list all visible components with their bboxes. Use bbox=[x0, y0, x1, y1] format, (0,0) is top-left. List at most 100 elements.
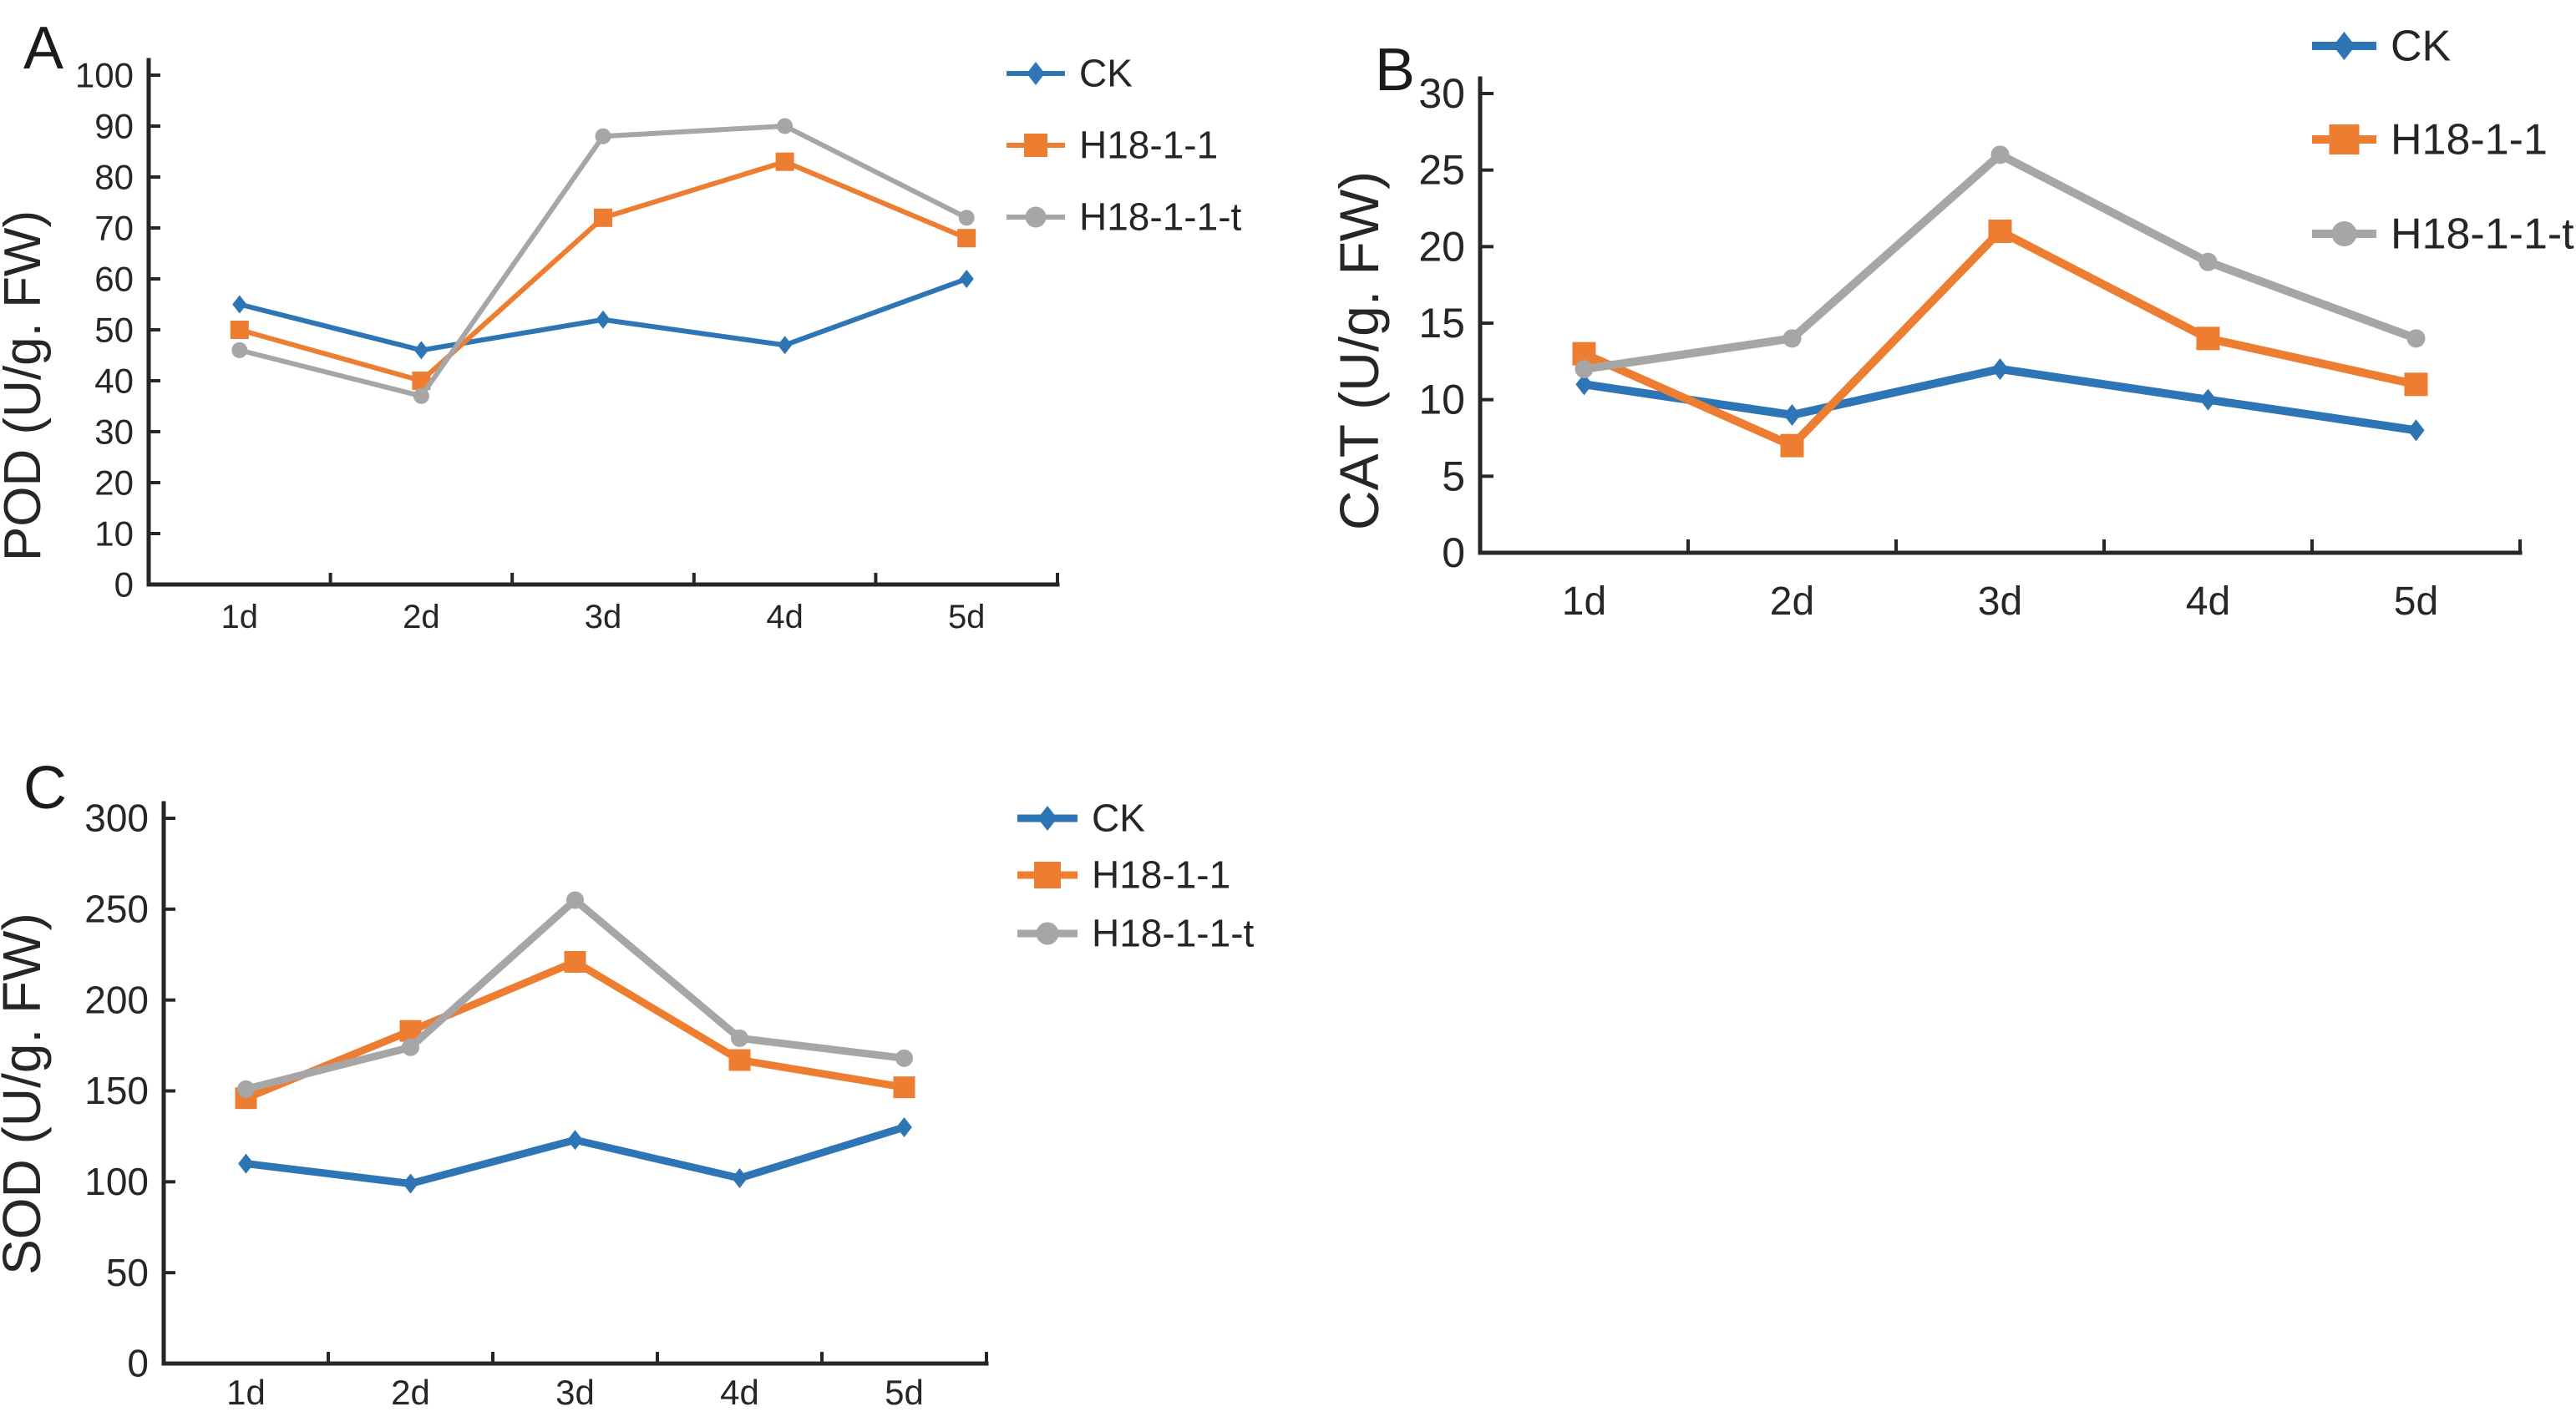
legend-label-H18-1-1-t: H18-1-1-t bbox=[1092, 912, 1255, 955]
data-point-CK-2d bbox=[403, 1173, 418, 1194]
y-tick-label: 5 bbox=[1442, 453, 1465, 499]
x-tick-label: 2d bbox=[391, 1373, 430, 1412]
data-point-CK-1d bbox=[238, 1153, 254, 1174]
y-axis-title: CAT (U/g. FW) bbox=[1336, 171, 1390, 530]
data-point-CK-3d bbox=[567, 1130, 583, 1151]
data-point-H18-1-1-t-3d bbox=[566, 891, 584, 909]
data-point-H18-1-1-t-3d bbox=[595, 128, 611, 144]
legend-label-CK: CK bbox=[2391, 23, 2452, 71]
chart-panel-pod: A 0 10 20 30 40 50 60 70 80 90 100 1d 2d 3d 4d 5d POD (U… bbox=[0, 0, 1336, 718]
y-tick-label: 0 bbox=[127, 1342, 149, 1385]
axis-lines bbox=[161, 801, 989, 1366]
legend-label-H18-1-1: H18-1-1 bbox=[1079, 124, 1218, 167]
data-point-H18-1-1-5d bbox=[893, 1076, 915, 1099]
data-point-H18-1-1-t-1d bbox=[1575, 360, 1594, 378]
series-line-H18-1-1 bbox=[242, 958, 908, 1102]
y-tick-label: 60 bbox=[94, 259, 134, 298]
data-point-H18-1-1-t-4d bbox=[2198, 252, 2218, 271]
axis-lines bbox=[1478, 76, 2523, 555]
legend-marker-CK bbox=[2333, 32, 2355, 60]
y-tick-label: 90 bbox=[94, 106, 134, 145]
x-tick-label: 5d bbox=[2394, 579, 2438, 624]
x-tick-label: 1d bbox=[1562, 579, 1606, 624]
y-tick-label: 50 bbox=[94, 310, 134, 349]
x-tick-label: 2d bbox=[403, 599, 440, 635]
series-line-H18-1-1 bbox=[236, 159, 970, 383]
data-point-CK-4d bbox=[778, 336, 793, 355]
data-point-H18-1-1-4d bbox=[728, 1049, 751, 1071]
data-point-CK-3d bbox=[1991, 358, 2009, 380]
data-point-H18-1-1-t-2d bbox=[402, 1038, 419, 1056]
data-point-H18-1-1-2d bbox=[1780, 433, 1804, 458]
data-point-CK-2d bbox=[1783, 404, 1801, 426]
data-point-H18-1-1-3d bbox=[1988, 220, 2012, 243]
data-point-H18-1-1-4d bbox=[2196, 326, 2220, 351]
axis-lines bbox=[146, 58, 1060, 587]
y-tick-label: 30 bbox=[94, 412, 134, 451]
x-tick-label: 4d bbox=[2186, 579, 2230, 624]
y-tick-label: 0 bbox=[114, 564, 134, 604]
chart-panel-cat: B 0 5 10 15 20 25 30 1d 2d 3d 4d 5d CAT (U/g. FW) CK H… bbox=[1336, 0, 2576, 718]
y-tick-label: 50 bbox=[106, 1251, 149, 1294]
data-point-H18-1-1-t-5d bbox=[2406, 329, 2426, 348]
series-line-H18-1-1-t bbox=[236, 124, 970, 399]
y-tick-label: 25 bbox=[1418, 147, 1465, 194]
legend-marker-H18-1-1 bbox=[1024, 134, 1047, 157]
y-tick-label: 70 bbox=[94, 208, 134, 247]
x-tick-label: 5d bbox=[948, 599, 986, 635]
legend-marker-CK bbox=[1037, 806, 1057, 831]
x-tick-label: 4d bbox=[766, 599, 804, 635]
y-tick-label: 100 bbox=[75, 55, 134, 94]
chart-panel-sod: C 0 50 100 150 200 250 300 1d 2d 3d 4d 5d SOD (U/g. … bbox=[0, 735, 1336, 1427]
data-point-H18-1-1-4d bbox=[775, 152, 794, 171]
data-point-H18-1-1-t-2d bbox=[413, 387, 429, 404]
y-tick-label: 100 bbox=[84, 1160, 149, 1203]
legend-label-H18-1-1-t: H18-1-1-t bbox=[2391, 210, 2574, 259]
data-point-CK-5d bbox=[959, 270, 974, 288]
data-point-H18-1-1-1d bbox=[230, 321, 249, 339]
legend-label-H18-1-1: H18-1-1 bbox=[1092, 853, 1230, 897]
data-point-CK-2d bbox=[413, 341, 428, 360]
y-tick-label: 30 bbox=[1418, 70, 1465, 117]
sod-line-chart: 0 50 100 150 200 250 300 1d 2d 3d 4d 5d SOD (U/g. FW… bbox=[0, 797, 1255, 1412]
x-tick-label: 3d bbox=[585, 599, 622, 635]
data-point-H18-1-1-t-2d bbox=[1782, 329, 1802, 348]
data-point-CK-1d bbox=[232, 295, 247, 314]
y-tick-label: 20 bbox=[94, 463, 134, 502]
y-tick-label: 250 bbox=[84, 887, 149, 930]
x-tick-label: 2d bbox=[1770, 579, 1814, 624]
legend-label-H18-1-1-t: H18-1-1-t bbox=[1079, 195, 1242, 239]
data-point-H18-1-1-t-1d bbox=[237, 1080, 255, 1098]
y-tick-label: 40 bbox=[94, 361, 134, 400]
cat-line-chart: 0 5 10 15 20 25 30 1d 2d 3d 4d 5d CAT (U/g. FW) CK H18… bbox=[1336, 23, 2574, 624]
data-point-H18-1-1-t-3d bbox=[1990, 145, 2010, 164]
y-axis-title: SOD (U/g. FW) bbox=[0, 913, 52, 1275]
legend-label-H18-1-1: H18-1-1 bbox=[2391, 116, 2548, 164]
legend-marker-H18-1-1-t bbox=[1036, 922, 1059, 945]
series-line-H18-1-1-t bbox=[242, 896, 908, 1093]
y-tick-label: 20 bbox=[1418, 223, 1465, 270]
y-tick-label: 150 bbox=[84, 1069, 149, 1112]
data-point-CK-4d bbox=[2199, 388, 2217, 411]
x-tick-label: 5d bbox=[885, 1373, 924, 1412]
data-point-H18-1-1-t-1d bbox=[231, 342, 248, 358]
legend-label-CK: CK bbox=[1092, 797, 1145, 840]
data-point-H18-1-1-3d bbox=[594, 208, 612, 227]
y-tick-label: 15 bbox=[1418, 300, 1465, 347]
x-tick-label: 1d bbox=[221, 599, 259, 635]
data-point-H18-1-1-5d bbox=[957, 229, 976, 248]
data-point-H18-1-1-5d bbox=[2404, 372, 2428, 397]
x-tick-label: 4d bbox=[720, 1373, 759, 1412]
x-tick-label: 1d bbox=[226, 1373, 266, 1412]
panel-letter-a: A bbox=[23, 15, 64, 82]
data-point-H18-1-1-3d bbox=[564, 950, 586, 973]
data-point-CK-5d bbox=[2407, 419, 2425, 442]
data-point-CK-3d bbox=[596, 310, 611, 329]
legend-marker-H18-1-1 bbox=[2329, 124, 2360, 154]
data-point-H18-1-1-t-5d bbox=[958, 210, 975, 226]
panel-letter-c: C bbox=[23, 755, 67, 822]
legend-marker-CK bbox=[1027, 62, 1045, 85]
data-point-H18-1-1-t-5d bbox=[895, 1049, 913, 1067]
x-tick-label: 3d bbox=[555, 1373, 595, 1412]
